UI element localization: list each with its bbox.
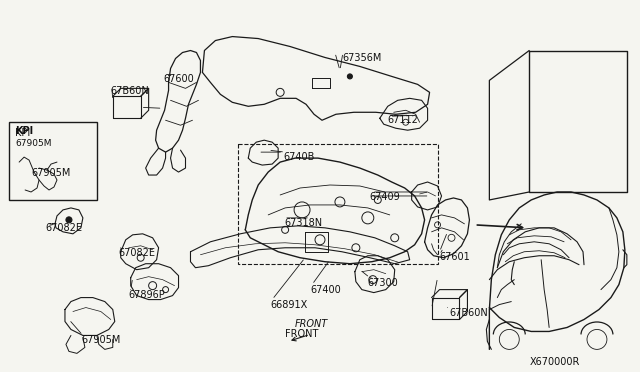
Text: KPI: KPI [15, 128, 30, 138]
Text: 67905M: 67905M [31, 168, 70, 178]
Text: 67905M: 67905M [15, 139, 52, 148]
Text: 67600: 67600 [164, 74, 195, 84]
Text: 67400: 67400 [310, 285, 340, 295]
Text: KPI: KPI [15, 126, 33, 136]
Circle shape [348, 74, 353, 79]
Circle shape [66, 217, 72, 223]
Text: X670000R: X670000R [529, 357, 580, 368]
Text: 6740B: 6740B [283, 152, 314, 162]
Text: 67B60N: 67B60N [111, 86, 150, 96]
Text: 66891X: 66891X [270, 299, 307, 310]
Text: 67300: 67300 [368, 278, 399, 288]
Text: 67356M: 67356M [342, 52, 381, 62]
Text: FRONT: FRONT [285, 330, 319, 340]
Text: 67112: 67112 [388, 115, 419, 125]
Text: 67896P: 67896P [129, 290, 166, 299]
Text: 67B60N: 67B60N [449, 308, 488, 318]
Bar [238, 144, 438, 264]
Bar [9, 122, 97, 200]
Text: 67905M: 67905M [81, 336, 120, 346]
Text: FRONT: FRONT [295, 320, 328, 330]
Text: 67082E: 67082E [45, 223, 82, 233]
Text: 67082E: 67082E [119, 248, 156, 258]
Text: 67601: 67601 [440, 252, 470, 262]
Text: 67409: 67409 [370, 192, 401, 202]
Text: 67318N: 67318N [284, 218, 323, 228]
